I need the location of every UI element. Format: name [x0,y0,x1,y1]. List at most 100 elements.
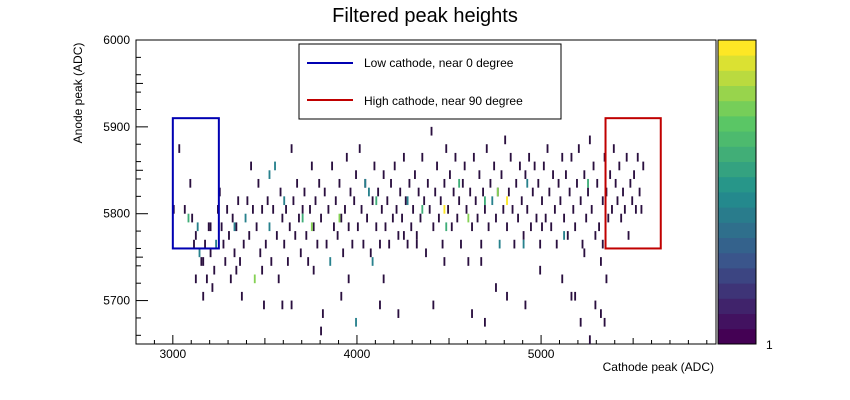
histogram-cell [594,300,597,310]
histogram-cell [456,213,459,223]
histogram-cell [301,205,304,214]
histogram-cell [406,239,409,249]
histogram-cell [401,213,403,223]
histogram-cell [633,170,635,179]
x-axis: 3000 4000 5000 [135,335,708,361]
histogram-cell [487,222,490,232]
histogram-cell [307,257,310,266]
histogram-cell [434,187,437,197]
legend-label-low-cathode: Low cathode, near 0 degree [364,56,514,70]
histogram-cell [202,291,205,301]
histogram-cell [419,213,422,223]
histogram-cell [642,161,645,171]
colorbar-step [718,328,756,345]
histogram-cell [248,231,251,240]
histogram-cell [338,213,341,223]
histogram-cell [349,187,352,197]
color-scale-bar [717,39,757,345]
histogram-cell [351,239,354,249]
histogram-cell [397,231,400,240]
histogram-cell [285,205,287,214]
histogram-cell [325,239,328,249]
histogram-cell [244,213,247,223]
histogram-cell [366,213,368,223]
low-cathode-region [171,117,220,250]
histogram-cell [360,205,363,214]
histogram-cell [467,257,470,266]
histogram-cell [320,326,322,336]
histogram-cell [548,187,551,197]
histogram-cell [629,178,632,188]
histogram-cell [579,196,582,206]
histogram-cell [478,170,481,179]
histogram-cell [257,178,260,188]
colorbar-frame [717,39,757,345]
histogram-cell [517,213,519,223]
histogram-cell [522,239,525,249]
histogram-cell [196,222,199,232]
histogram-cell [439,196,442,206]
histogram-cell [559,196,562,206]
histogram-cell [518,161,521,171]
histogram-cell [563,231,566,240]
histogram-cell [402,231,405,240]
legend-box [298,43,562,120]
histogram-cell [375,222,378,232]
histogram-cell [393,161,396,171]
colorbar-step [718,268,756,284]
histogram-cell [421,152,424,162]
histogram-cell [480,239,483,249]
histogram-cell [638,187,641,197]
histogram-cell [288,222,291,232]
histogram-cell [522,231,525,240]
histogram-cell [268,222,271,232]
histogram-cell [587,178,589,188]
histogram-cell [226,205,229,214]
histogram-cell [463,161,466,171]
histogram-cell [309,205,311,214]
histogram-cell [299,248,302,258]
histogram-cell [566,231,569,240]
histogram-cell [600,257,602,266]
histogram-cell [535,213,538,223]
histogram-cell [495,283,497,292]
histogram-cell [356,222,359,232]
histogram-cell [312,222,315,232]
histogram-cell [622,187,624,197]
histogram-cell [371,257,374,266]
histogram-cell [474,196,477,206]
histogram-cell [520,196,523,206]
histogram-cell [531,187,534,197]
histogram-cell [290,144,293,153]
high-cathode-region [604,117,662,250]
histogram-cell [585,213,588,223]
histogram-cell [476,213,479,223]
histogram-cell [342,248,345,258]
histogram-cell [233,248,236,258]
histogram-cell [443,178,446,188]
histogram-cell [484,196,486,206]
histogram-cell [272,205,275,214]
histogram-cell [388,239,391,249]
histogram-cell [294,231,297,240]
histogram-cell [603,317,606,327]
histogram-cell [526,205,529,214]
histogram-cell [222,239,225,249]
histogram-cell [430,126,433,136]
histogram-cell [379,300,381,310]
histogram-cell [484,205,486,214]
histogram-cell [345,152,348,162]
colorbar-min-label: 1 [766,338,773,352]
histogram-cell [369,248,372,258]
histogram-cell [625,152,628,162]
histogram-cell [640,205,643,214]
histogram-cell [620,213,623,223]
colorbar-step [718,283,756,299]
legend: Low cathode, near 0 degree High cathode,… [298,43,562,120]
histogram-cell [237,196,240,206]
histogram-cell [507,187,510,197]
histogram-cell [338,178,341,188]
colorbar-step [718,40,756,56]
colorbar-step [718,146,756,162]
